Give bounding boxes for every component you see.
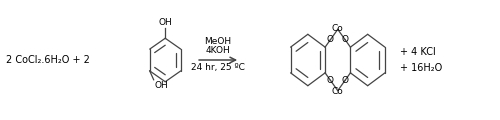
Text: O: O	[327, 76, 334, 85]
Text: O: O	[342, 35, 348, 44]
Text: + 16H₂O: + 16H₂O	[400, 63, 442, 73]
Text: OH: OH	[158, 18, 172, 27]
Text: Co: Co	[332, 87, 344, 96]
Text: + 4 KCl: + 4 KCl	[400, 47, 436, 57]
Text: MeOH: MeOH	[204, 37, 232, 46]
Text: 24 hr, 25 ºC: 24 hr, 25 ºC	[191, 63, 245, 72]
Text: O: O	[327, 35, 334, 44]
Text: Co: Co	[332, 24, 344, 33]
Text: OH: OH	[154, 81, 168, 90]
Text: 2 CoCl₂.6H₂O + 2: 2 CoCl₂.6H₂O + 2	[6, 55, 89, 65]
Text: O: O	[342, 76, 348, 85]
Text: 4KOH: 4KOH	[206, 46, 231, 55]
